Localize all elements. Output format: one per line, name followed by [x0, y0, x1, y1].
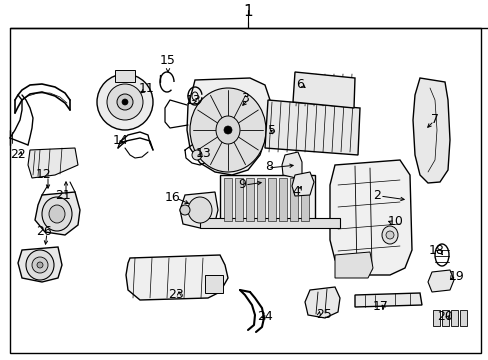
Bar — [301, 178, 308, 221]
Bar — [257, 178, 264, 221]
Polygon shape — [334, 252, 372, 278]
Polygon shape — [412, 78, 449, 183]
Text: 8: 8 — [264, 161, 272, 174]
Text: 2: 2 — [372, 189, 380, 202]
Text: 4: 4 — [291, 185, 299, 198]
Polygon shape — [180, 192, 218, 228]
Polygon shape — [291, 172, 313, 196]
Text: 13: 13 — [196, 148, 211, 161]
Text: 22: 22 — [10, 148, 26, 162]
Text: 21: 21 — [55, 189, 71, 202]
Text: 3: 3 — [241, 93, 248, 105]
Polygon shape — [354, 293, 421, 307]
Text: 14: 14 — [113, 135, 128, 148]
Text: 25: 25 — [315, 307, 331, 320]
Polygon shape — [282, 152, 302, 178]
Bar — [204, 275, 223, 293]
Bar — [200, 218, 339, 228]
Ellipse shape — [107, 84, 142, 120]
Bar — [220, 175, 314, 225]
Text: 17: 17 — [372, 301, 388, 314]
Ellipse shape — [187, 197, 212, 223]
Bar — [459, 310, 466, 326]
Ellipse shape — [180, 205, 190, 215]
Ellipse shape — [97, 74, 153, 130]
Text: 10: 10 — [387, 216, 403, 229]
Polygon shape — [329, 160, 411, 275]
Ellipse shape — [224, 126, 231, 134]
Ellipse shape — [37, 262, 43, 268]
Polygon shape — [305, 287, 339, 318]
Text: 9: 9 — [238, 179, 245, 192]
Bar — [115, 70, 135, 82]
Bar — [441, 310, 448, 326]
Ellipse shape — [117, 94, 133, 110]
Ellipse shape — [26, 250, 54, 280]
Bar — [432, 310, 439, 326]
Polygon shape — [292, 72, 354, 108]
Bar — [245, 178, 253, 221]
Polygon shape — [28, 148, 78, 178]
Polygon shape — [264, 100, 359, 155]
Ellipse shape — [49, 205, 65, 223]
Ellipse shape — [192, 150, 202, 160]
Text: 7: 7 — [430, 113, 438, 126]
Polygon shape — [18, 247, 62, 282]
Ellipse shape — [216, 116, 240, 144]
Text: 5: 5 — [267, 125, 275, 138]
Bar — [267, 178, 275, 221]
Ellipse shape — [122, 99, 128, 105]
Ellipse shape — [385, 231, 393, 239]
Text: 6: 6 — [295, 77, 303, 90]
Polygon shape — [427, 270, 453, 292]
Text: 1: 1 — [243, 4, 252, 19]
Text: 11: 11 — [139, 82, 154, 95]
Text: 16: 16 — [165, 192, 181, 204]
Ellipse shape — [190, 88, 265, 172]
Ellipse shape — [42, 197, 72, 231]
Ellipse shape — [381, 226, 397, 244]
Text: 24: 24 — [257, 310, 272, 323]
Bar — [279, 178, 286, 221]
Text: 26: 26 — [36, 225, 52, 238]
Text: 13: 13 — [185, 94, 202, 108]
Text: 23: 23 — [168, 288, 183, 301]
Text: 15: 15 — [160, 54, 176, 67]
Text: 20: 20 — [436, 310, 452, 323]
Polygon shape — [126, 255, 227, 300]
Bar — [224, 178, 231, 221]
Text: 19: 19 — [448, 270, 464, 283]
Polygon shape — [35, 192, 80, 235]
Bar — [235, 178, 243, 221]
Ellipse shape — [32, 257, 48, 273]
Bar — [450, 310, 457, 326]
Text: 18: 18 — [428, 244, 444, 257]
Text: 12: 12 — [36, 168, 52, 181]
Bar — [289, 178, 297, 221]
Polygon shape — [186, 78, 269, 175]
